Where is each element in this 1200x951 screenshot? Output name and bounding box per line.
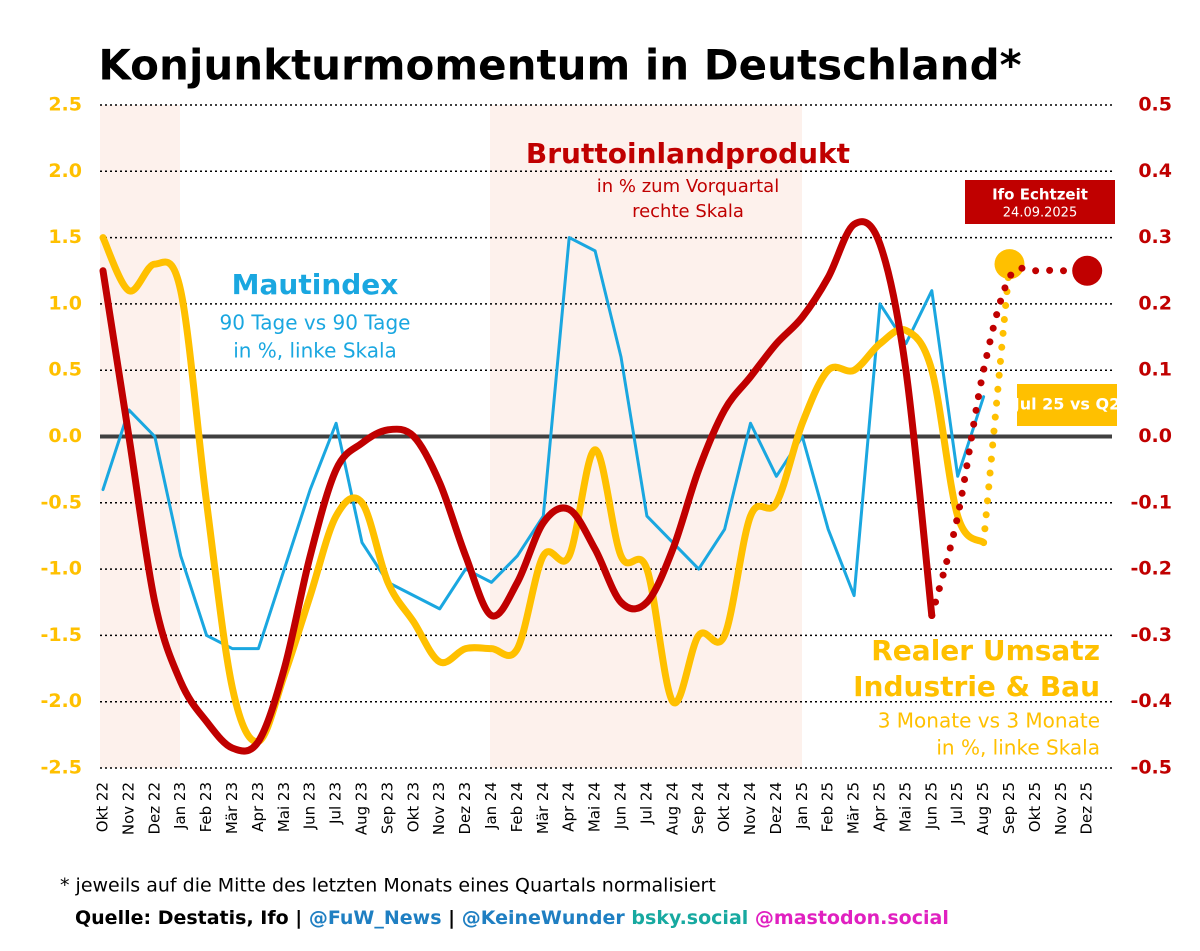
source: Quelle: Destatis, Ifo | @FuW_News | @Kei… xyxy=(75,907,949,929)
x-tick-label: Sep 25 xyxy=(1000,782,1018,834)
label-box xyxy=(1017,384,1117,426)
y2-tick-label: -0.1 xyxy=(1130,491,1172,513)
x-tick-label: Jun 25 xyxy=(922,782,940,830)
source-part: @KeineWunder xyxy=(462,907,632,929)
y-tick-label: -0.5 xyxy=(40,491,82,513)
x-tick-label: Nov 25 xyxy=(1052,782,1070,835)
x-tick-label: Dez 24 xyxy=(767,782,785,835)
x-tick-label: Apr 23 xyxy=(249,782,267,832)
y2-tick-label: 0.2 xyxy=(1138,292,1172,314)
source-part: @FuW_News xyxy=(309,907,442,929)
y-tick-label: 2.5 xyxy=(48,94,82,116)
x-tick-label: Mär 23 xyxy=(223,782,241,834)
x-tick-label: Nov 22 xyxy=(119,782,137,835)
y2-tick-label: 0.3 xyxy=(1138,226,1172,248)
end-marker xyxy=(1072,255,1103,286)
marks xyxy=(99,218,1103,755)
x-tick-label: Jul 25 xyxy=(948,782,966,825)
annotation: Ifo Echtzeit xyxy=(992,186,1088,204)
source-part: @mastodon.social xyxy=(755,907,949,929)
x-tick-label: Jul 24 xyxy=(637,782,655,825)
y-tick-label: 1.5 xyxy=(48,226,82,248)
x-tick-label: Sep 24 xyxy=(689,782,707,834)
y2-tick-label: -0.4 xyxy=(1130,690,1172,712)
series-line xyxy=(101,236,986,651)
label-box xyxy=(965,180,1115,224)
chart-title: Konjunkturmomentum in Deutschland* xyxy=(98,41,1021,90)
y-tick-label: 0.0 xyxy=(48,425,82,447)
y2-tick-label: -0.3 xyxy=(1130,624,1172,646)
y-tick-label: -2.5 xyxy=(40,757,82,779)
x-tick-label: Jan 23 xyxy=(171,782,189,830)
y2-tick-label: -0.5 xyxy=(1130,757,1172,779)
annotation: Realer Umsatz xyxy=(871,634,1100,667)
footnote: * jeweils auf die Mitte des letzten Mona… xyxy=(60,875,716,897)
y-tick-label: 0.5 xyxy=(48,359,82,381)
y2-tick-label: 0.4 xyxy=(1138,160,1172,182)
y-tick-label: 1.0 xyxy=(48,292,82,314)
x-tick-label: Jun 24 xyxy=(612,782,630,830)
source-part: bsky.social xyxy=(631,907,755,929)
end-marker xyxy=(994,249,1025,280)
y2-tick-label: 0.1 xyxy=(1138,359,1172,381)
annotation: Mautindex xyxy=(232,268,399,301)
annotation: rechte Skala xyxy=(632,201,744,222)
annotation: in % zum Vorquartal xyxy=(597,176,779,197)
x-tick-label: Sep 23 xyxy=(378,782,396,834)
x-tick-label: Jan 24 xyxy=(482,782,500,830)
y-tick-label: -1.0 xyxy=(40,558,82,580)
x-tick-label: Jul 23 xyxy=(327,782,345,825)
x-tick-label: Okt 22 xyxy=(94,782,112,832)
x-tick-label: Aug 25 xyxy=(974,782,992,835)
y-tick-label: -1.5 xyxy=(40,624,82,646)
annotation: 24.09.2025 xyxy=(1003,206,1077,221)
x-tick-label: Jun 23 xyxy=(301,782,319,830)
x-tick-label: Dez 23 xyxy=(456,782,474,835)
x-tick-label: Okt 24 xyxy=(715,782,733,832)
x-tick-label: Mär 24 xyxy=(534,782,552,834)
x-tick-label: Feb 23 xyxy=(197,782,215,832)
x-tick-label: Feb 25 xyxy=(819,782,837,832)
annotation: Jul 25 vs Q2 xyxy=(1013,395,1121,414)
annotation: Industrie & Bau xyxy=(853,670,1100,703)
series-line xyxy=(99,218,936,755)
source-part: | xyxy=(448,907,462,929)
x-tick-label: Okt 23 xyxy=(404,782,422,832)
x-tick-label: Aug 23 xyxy=(353,782,371,835)
annotation: in %, linke Skala xyxy=(233,339,397,363)
x-tick-label: Mai 24 xyxy=(586,782,604,832)
x-tick-label: Dez 25 xyxy=(1078,782,1096,835)
x-tick-label: Nov 23 xyxy=(430,782,448,835)
series-line xyxy=(928,264,1091,620)
annotation: 90 Tage vs 90 Tage xyxy=(220,311,411,335)
y-tick-label: -2.0 xyxy=(40,690,82,712)
x-tick-label: Nov 24 xyxy=(741,782,759,835)
y-tick-label: 2.0 xyxy=(48,160,82,182)
annotation: in %, linke Skala xyxy=(936,736,1100,760)
series-line xyxy=(99,234,988,746)
x-tick-label: Mai 25 xyxy=(896,782,914,832)
source-part: Quelle: Destatis, Ifo | xyxy=(75,907,309,929)
y2-tick-label: 0.0 xyxy=(1138,425,1172,447)
x-tick-label: Feb 24 xyxy=(508,782,526,832)
x-tick-label: Mai 23 xyxy=(275,782,293,832)
x-tick-label: Jan 25 xyxy=(793,782,811,830)
annotation: 3 Monate vs 3 Monate xyxy=(878,709,1100,733)
y2-tick-label: 0.5 xyxy=(1138,94,1172,116)
x-tick-label: Mär 25 xyxy=(845,782,863,834)
x-tick-label: Aug 24 xyxy=(663,782,681,835)
x-tick-label: Okt 25 xyxy=(1026,782,1044,832)
x-tick-label: Dez 22 xyxy=(145,782,163,835)
y2-tick-label: -0.2 xyxy=(1130,558,1172,580)
x-tick-label: Apr 25 xyxy=(871,782,889,832)
x-tick-label: Apr 24 xyxy=(560,782,578,832)
annotation: Bruttoinlandprodukt xyxy=(526,137,850,170)
